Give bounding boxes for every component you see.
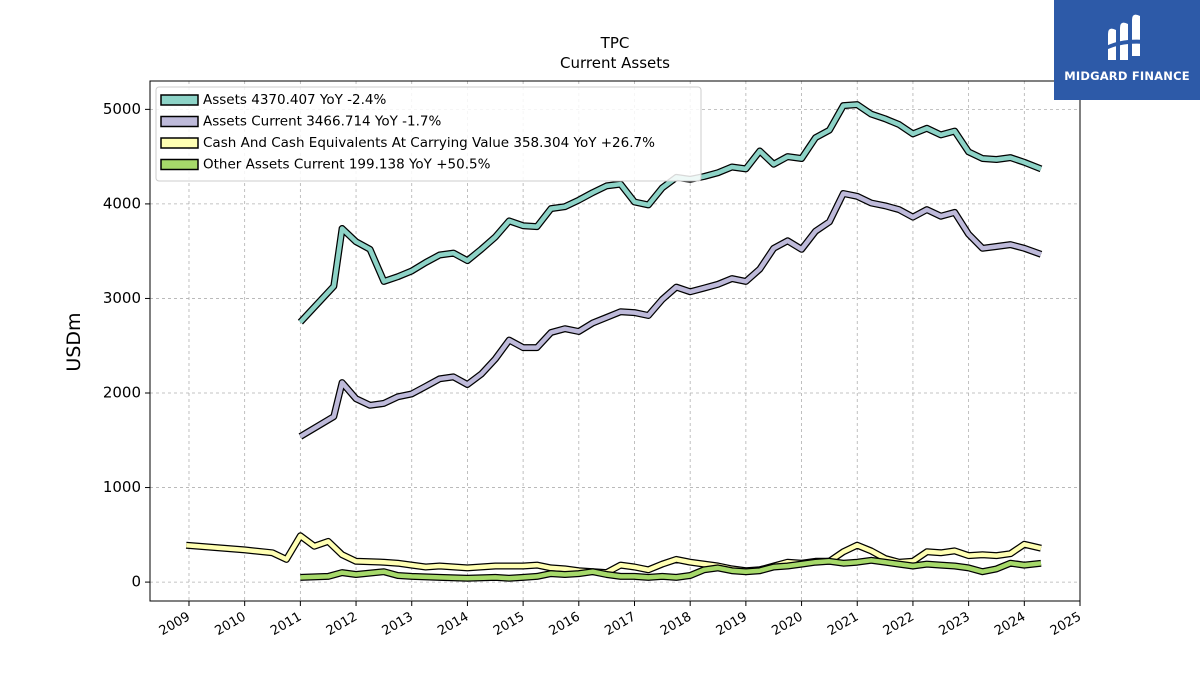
x-tick-label: 2022 <box>881 609 917 639</box>
x-tick-label: 2012 <box>324 609 360 639</box>
legend: Assets 4370.407 YoY -2.4% Assets Current … <box>155 86 702 182</box>
y-tick-label: 5000 <box>103 100 141 118</box>
x-tick-label: 2010 <box>213 609 249 639</box>
x-axis-ticks: 2009 2010 2011 2012 2013 2014 2015 2016 2017 2018… <box>157 601 1084 639</box>
x-tick-label: 2016 <box>547 609 583 639</box>
series-line-2 <box>186 533 1042 575</box>
y-axis-label: USDm <box>63 312 85 371</box>
x-tick-label: 2009 <box>157 609 193 639</box>
brand-logo: MIDGARD FINANCE <box>1054 0 1200 100</box>
x-tick-label: 2014 <box>435 609 471 639</box>
x-tick-label: 2018 <box>658 609 694 639</box>
y-tick-label: 3000 <box>103 289 141 307</box>
legend-entry: Other Assets Current 199.138 YoY +50.5% <box>203 157 491 173</box>
chart-subtitle: Current Assets <box>560 54 670 72</box>
x-tick-label: 2011 <box>268 609 304 639</box>
series-line-3 <box>300 558 1042 581</box>
x-tick-label: 2025 <box>1048 609 1084 639</box>
legend-swatch <box>160 94 199 106</box>
y-axis-ticks: 0 1000 2000 3000 4000 5000 <box>103 100 150 591</box>
y-tick-label: 0 <box>131 573 141 591</box>
y-tick-label: 4000 <box>103 194 141 212</box>
x-tick-label: 2023 <box>936 609 972 639</box>
plot-frame <box>149 80 1081 602</box>
x-tick-label: 2019 <box>714 609 750 639</box>
legend-box <box>155 86 702 182</box>
logo-text: MIDGARD FINANCE <box>1064 69 1190 83</box>
legend-entry: Assets 4370.407 YoY -2.4% <box>203 92 387 108</box>
x-tick-label: 2024 <box>992 609 1028 639</box>
x-tick-label: 2013 <box>380 609 416 639</box>
x-tick-label: 2021 <box>825 609 861 639</box>
legend-entry: Cash And Cash Equivalents At Carrying Va… <box>203 135 655 151</box>
x-tick-label: 2015 <box>491 609 527 639</box>
y-tick-label: 2000 <box>103 384 141 402</box>
legend-swatch <box>160 158 199 171</box>
x-tick-label: 2020 <box>769 609 805 639</box>
legend-entry: Assets Current 3466.714 YoY -1.7% <box>203 114 442 130</box>
logo-mark-icon <box>1106 14 1146 61</box>
series-line-1 <box>299 191 1042 439</box>
x-tick-label: 2017 <box>602 609 638 639</box>
legend-swatch <box>160 115 199 128</box>
chart-title: TPC <box>600 34 630 52</box>
legend-swatch <box>160 137 199 149</box>
y-tick-label: 1000 <box>103 478 141 496</box>
